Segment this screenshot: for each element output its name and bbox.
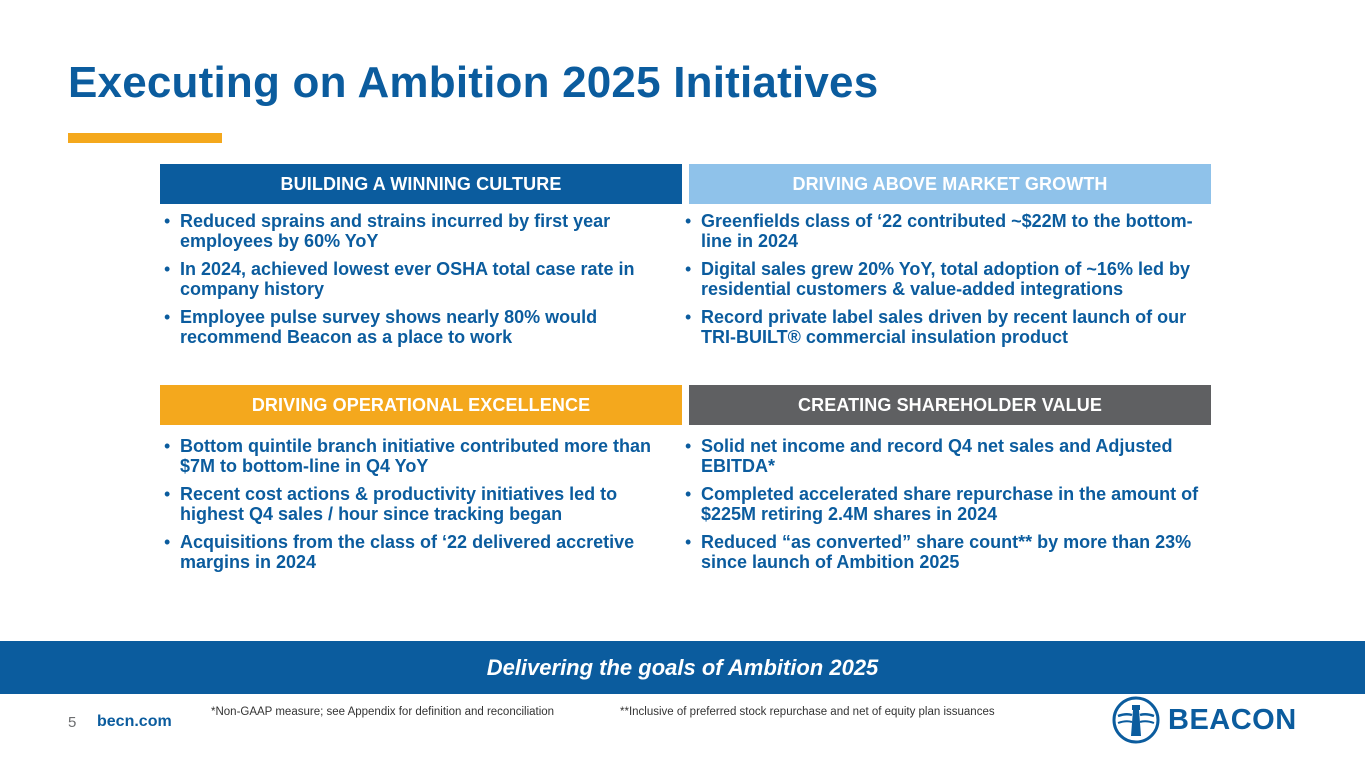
list-item: In 2024, achieved lowest ever OSHA total… [160, 259, 670, 299]
list-item: Recent cost actions & productivity initi… [160, 484, 670, 524]
list-item: Acquisitions from the class of ‘22 deliv… [160, 532, 670, 572]
website-link[interactable]: becn.com [97, 713, 172, 730]
operations-bullet-list: Bottom quintile branch initiative contri… [160, 436, 670, 580]
list-item: Reduced “as converted” share count** by … [681, 532, 1211, 572]
footnote-preferred-stock: **Inclusive of preferred stock repurchas… [620, 706, 995, 718]
list-item: Reduced sprains and strains incurred by … [160, 211, 670, 251]
growth-header: DRIVING ABOVE MARKET GROWTH [689, 164, 1211, 204]
shareholder-header: CREATING SHAREHOLDER VALUE [689, 385, 1211, 425]
beacon-logo: BEACON [1112, 696, 1297, 744]
shareholder-bullet-list: Solid net income and record Q4 net sales… [681, 436, 1211, 580]
title-accent-rule [68, 133, 222, 143]
list-item: Digital sales grew 20% YoY, total adopti… [681, 259, 1221, 299]
banner-text: Delivering the goals of Ambition 2025 [486, 654, 879, 680]
culture-header: BUILDING A WINNING CULTURE [160, 164, 682, 204]
operations-header: DRIVING OPERATIONAL EXCELLENCE [160, 385, 682, 425]
culture-bullet-list: Reduced sprains and strains incurred by … [160, 211, 670, 355]
footnote-non-gaap: *Non-GAAP measure; see Appendix for defi… [211, 706, 555, 718]
list-item: Completed accelerated share repurchase i… [681, 484, 1211, 524]
goals-banner: Delivering the goals of Ambition 2025 [0, 641, 1365, 694]
growth-bullet-list: Greenfields class of ‘22 contributed ~$2… [681, 211, 1221, 355]
page-title: Executing on Ambition 2025 Initiatives [68, 58, 879, 107]
list-item: Solid net income and record Q4 net sales… [681, 436, 1211, 476]
logo-wordmark: BEACON [1168, 703, 1297, 736]
list-item: Record private label sales driven by rec… [681, 307, 1221, 347]
lighthouse-icon [1112, 696, 1160, 744]
list-item: Bottom quintile branch initiative contri… [160, 436, 670, 476]
list-item: Employee pulse survey shows nearly 80% w… [160, 307, 670, 347]
page-number: 5 [68, 714, 77, 731]
list-item: Greenfields class of ‘22 contributed ~$2… [681, 211, 1221, 251]
